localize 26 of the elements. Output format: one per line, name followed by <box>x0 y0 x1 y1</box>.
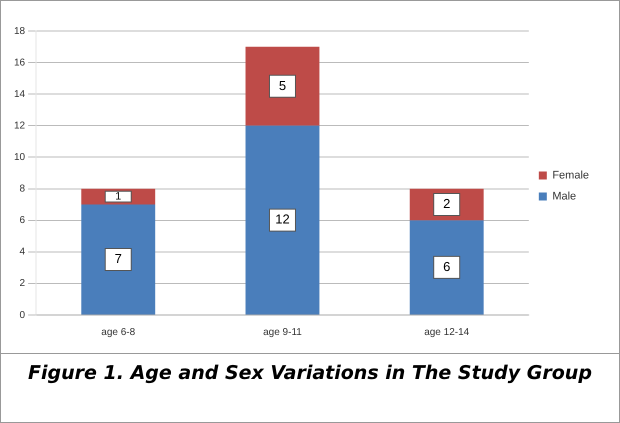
data-label: 5 <box>278 78 286 93</box>
data-label: 12 <box>275 212 290 227</box>
y-tick-label: 8 <box>20 184 26 195</box>
y-tick-label: 4 <box>20 246 26 258</box>
y-tick-label: 14 <box>14 88 26 100</box>
y-tick-label: 6 <box>20 215 26 226</box>
y-tick-label: 18 <box>14 26 26 37</box>
bar <box>246 126 320 314</box>
bar <box>81 204 156 314</box>
y-tick-label: 0 <box>20 310 26 321</box>
x-tick-label: age 9-11 <box>263 326 302 338</box>
x-tick-label: age 6-8 <box>101 326 136 338</box>
bar <box>410 220 484 314</box>
data-label: 6 <box>443 258 450 274</box>
y-tick-label: 12 <box>14 120 26 132</box>
legend-label: Male <box>552 190 576 203</box>
data-label: 7 <box>114 251 122 266</box>
data-label: 1 <box>115 190 122 203</box>
y-tick-label: 2 <box>20 278 26 290</box>
bar <box>246 46 320 126</box>
y-tick-label: 16 <box>14 57 26 68</box>
legend-label: Female <box>552 170 590 182</box>
x-tick-label: age 12-14 <box>424 326 470 338</box>
text: Figure 1. Age and Sex Variations in The Study Group <box>1 353 619 388</box>
y-tick-label: 10 <box>14 152 26 163</box>
data-label: 2 <box>443 196 450 212</box>
